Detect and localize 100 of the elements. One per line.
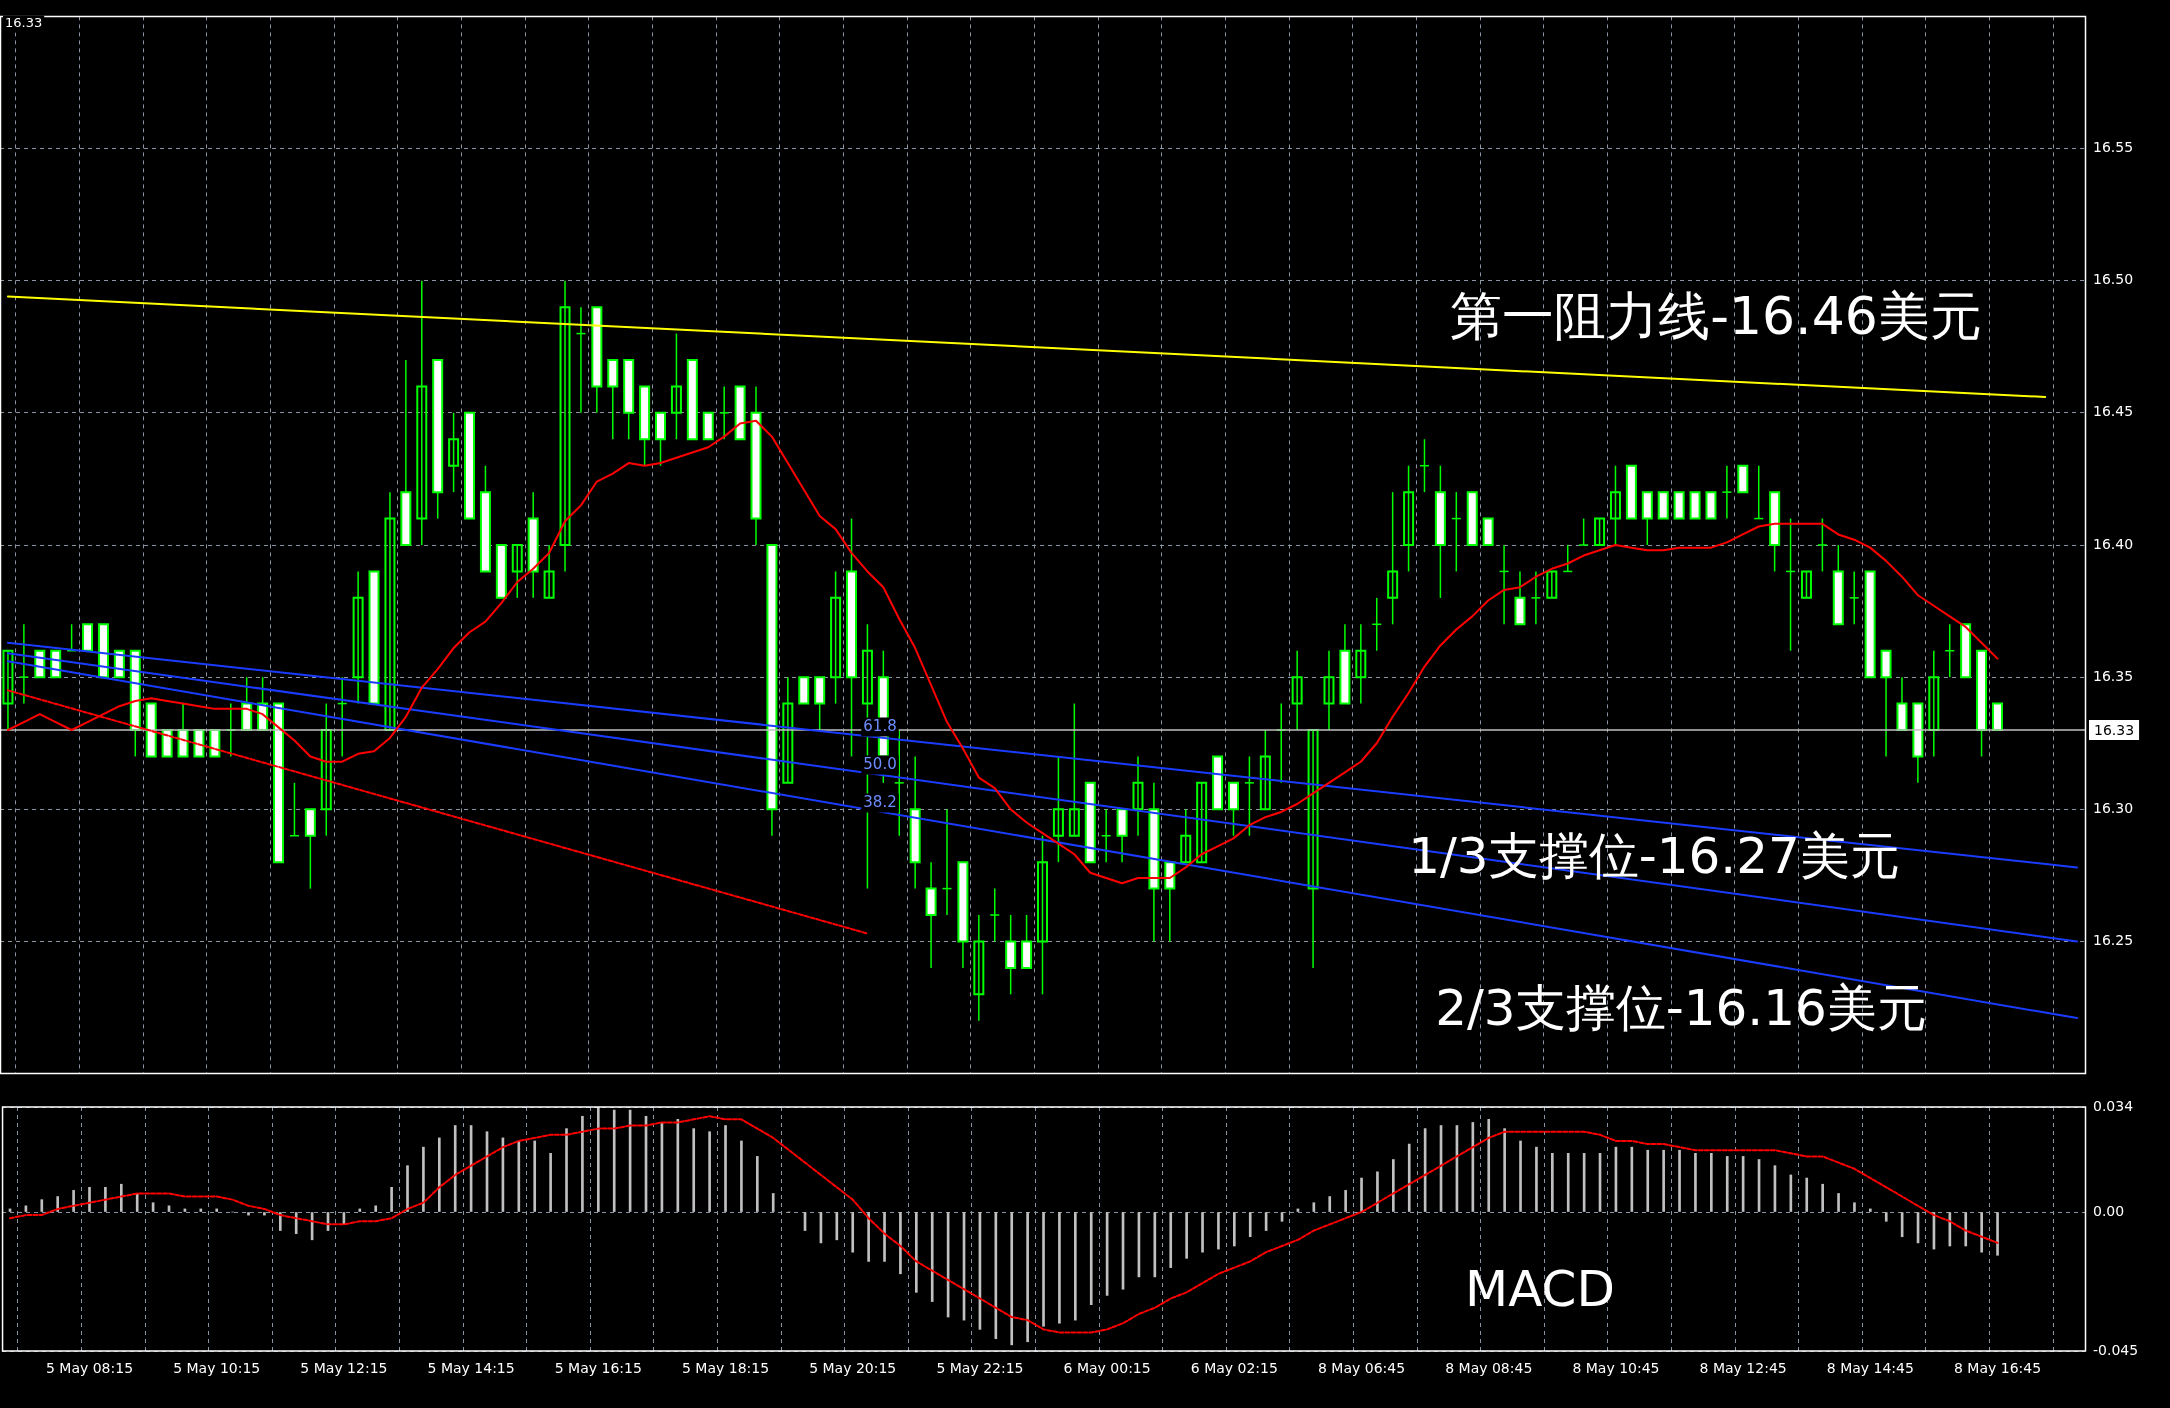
bar [612,1109,616,1212]
bar [358,1208,362,1212]
bar [1169,1212,1173,1268]
y-tick-label: 16.40 [2093,535,2134,552]
bar [1710,1153,1713,1212]
bar [1980,1212,1983,1253]
bar [1805,1177,1809,1212]
bar [1089,1212,1093,1305]
candlestick [1323,649,1335,731]
x-tick-label: 5 May 16:15 [554,1360,642,1377]
bar [549,1153,552,1212]
candlestick [320,702,332,837]
x-tick-label: 6 May 02:15 [1190,1360,1278,1377]
bar [119,1183,123,1212]
bar [453,1125,457,1212]
bar [517,1140,521,1212]
bar [914,1212,918,1293]
bar [676,1119,680,1212]
bar [1837,1193,1840,1212]
y-tick-label: 16.30 [2093,799,2134,816]
candlestick [1546,570,1558,599]
candlestick [1578,517,1589,546]
bar [1869,1208,1872,1212]
bar [1407,1143,1411,1212]
x-tick-label: 8 May 16:45 [1953,1360,2042,1377]
bar [1058,1212,1061,1324]
bar [755,1156,759,1212]
bar [1551,1153,1554,1212]
bar [135,1193,139,1212]
candlestick [670,332,682,441]
candlestick [1244,755,1255,837]
annotation: MACD [1465,1259,1615,1318]
y-tick-label: 16.25 [2093,932,2134,949]
bar [263,1212,266,1216]
bar [1996,1212,1999,1256]
x-tick-label: 8 May 12:45 [1699,1360,1787,1377]
bar [740,1140,743,1212]
bar [1503,1128,1506,1212]
bar [771,1193,775,1212]
candlestick [1291,649,1303,731]
candlestick [1530,570,1542,626]
candlestick [1800,570,1812,599]
candlestick [1721,464,1733,520]
candlestick [1355,623,1367,705]
bar [1360,1177,1363,1212]
bar [1074,1212,1077,1321]
bar [1884,1212,1888,1222]
x-tick-label: 6 May 00:15 [1063,1360,1151,1377]
x-tick-label: 5 May 10:15 [173,1360,261,1377]
candlestick [1259,729,1271,811]
candlestick [718,385,730,441]
ref-line-label: 16.33 [2094,721,2135,738]
line-series [9,1115,1999,1334]
bar [294,1212,298,1234]
bar [1662,1149,1665,1212]
bar [1185,1212,1188,1259]
x-tick-label: 5 May 08:15 [45,1360,134,1377]
bar [1853,1202,1856,1212]
y-tick-label: -0.045 [2093,1341,2139,1358]
x-tick-label: 8 May 10:45 [1572,1360,1660,1377]
bar [1646,1149,1650,1212]
bar [708,1131,711,1212]
x-tick-label: 5 May 14:15 [427,1360,515,1377]
candlestick [511,544,523,599]
annotation: 16.33 [5,15,43,31]
candlestick [989,887,1000,943]
y-tick-label: 0.034 [2093,1097,2134,1114]
annotation: 38.2 [863,792,897,811]
bar [1248,1212,1252,1238]
x-tick-label: 5 May 12:15 [300,1360,388,1377]
y-tick-label: 16.45 [2093,403,2134,420]
bar [1964,1212,1968,1247]
candlestick [1387,491,1399,626]
x-tick-label: 8 May 06:45 [1317,1360,1406,1377]
bar [1519,1140,1522,1212]
candlestick [352,570,364,705]
x-tick-label: 5 May 20:15 [809,1360,897,1377]
candlestick [1132,755,1144,837]
bar [104,1186,107,1212]
bar [88,1186,91,1212]
annotation: 61.8 [863,716,897,735]
bar [1535,1146,1538,1212]
bar [1026,1212,1029,1343]
bar [724,1125,727,1212]
bar [899,1212,902,1275]
candlestick [416,279,428,546]
bar [1201,1212,1204,1253]
candlestick [830,570,842,705]
candlestick [1037,834,1048,996]
bar [1821,1183,1824,1212]
candlestick [2,649,14,731]
x-tick-label: 8 May 08:45 [1445,1360,1533,1377]
bar [1678,1149,1681,1212]
candlestick [1403,464,1415,573]
annotation: 第一阻力线-16.46美元 [1450,285,1982,346]
bar [565,1128,568,1212]
bar [422,1146,425,1212]
candlestick [448,412,460,493]
candlestick [1196,781,1208,864]
candlestick [1609,464,1621,546]
